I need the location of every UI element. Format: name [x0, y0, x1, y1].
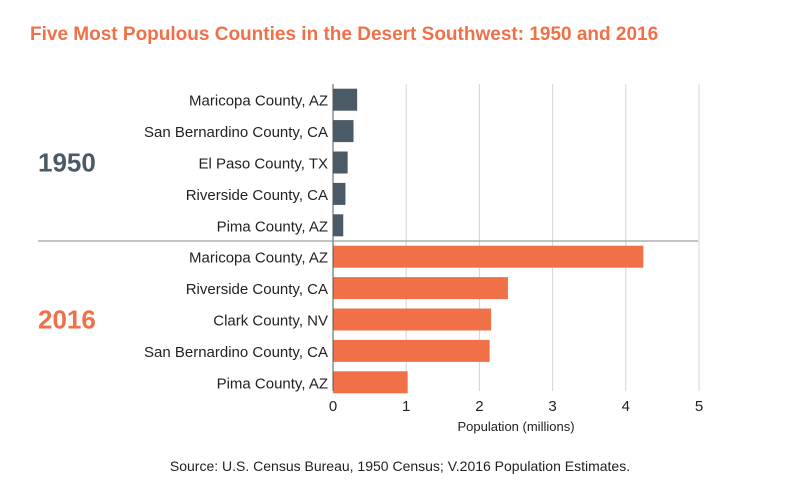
category-labels: Maricopa County, AZ San Bernardino County…: [144, 93, 328, 393]
category-label: Maricopa County, AZ: [189, 250, 328, 267]
group-label: 2016: [38, 305, 96, 335]
category-label: Clark County, NV: [213, 313, 328, 330]
bar: [333, 182, 346, 205]
x-tick-label: 1: [402, 398, 410, 415]
x-tick-label: 0: [329, 398, 337, 415]
bar: [333, 88, 358, 111]
category-label: San Bernardino County, CA: [144, 344, 328, 361]
bar: [333, 371, 408, 394]
gridlines: [405, 84, 700, 391]
bar: [333, 151, 348, 174]
x-tick-labels: 0 1 2 3 4 5: [329, 398, 703, 415]
x-tick-label: 5: [695, 398, 703, 415]
category-label: El Paso County, TX: [198, 156, 328, 173]
bar: [333, 308, 492, 331]
category-label: Maricopa County, AZ: [189, 93, 328, 110]
x-tick-label: 2: [475, 398, 483, 415]
bar: [333, 214, 344, 237]
category-label: Riverside County, CA: [186, 187, 328, 204]
x-tick-label: 3: [548, 398, 556, 415]
bar: [333, 245, 644, 268]
chart-title: Five Most Populous Counties in the Deser…: [30, 24, 659, 45]
category-label: Pima County, AZ: [217, 218, 328, 235]
group-labels: 1950 2016: [38, 148, 96, 335]
bar: [333, 120, 354, 143]
bar: [333, 339, 490, 362]
category-label: San Bernardino County, CA: [144, 124, 328, 141]
x-axis-label: Population (millions): [457, 419, 574, 434]
bars: [333, 88, 644, 394]
bar: [333, 277, 508, 300]
category-label: Pima County, AZ: [217, 375, 328, 392]
x-tick-label: 4: [622, 398, 630, 415]
category-label: Riverside County, CA: [186, 281, 328, 298]
source-note: Source: U.S. Census Bureau, 1950 Census;…: [169, 458, 631, 474]
group-label: 1950: [38, 148, 96, 178]
